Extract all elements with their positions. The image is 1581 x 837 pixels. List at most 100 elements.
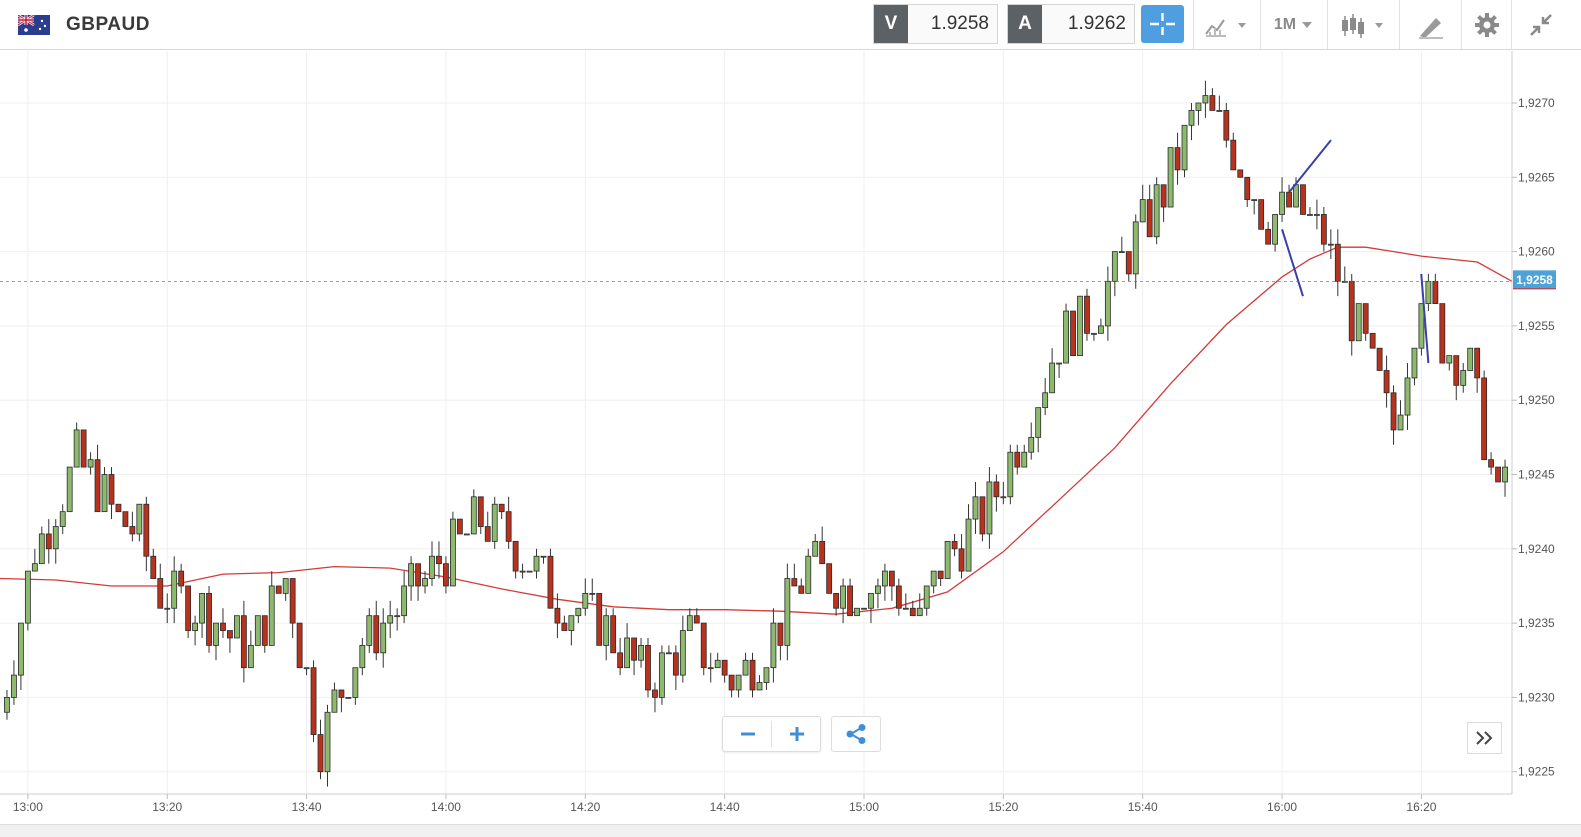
bullish-candle <box>38 526 45 565</box>
candle-body <box>721 659 728 676</box>
bullish-candle <box>916 593 923 617</box>
bearish-candle <box>1474 347 1481 393</box>
y-axis: 1,9225 1,9230 1,9235 1,9240 1,9245 1,9250 1,92… <box>1511 51 1555 794</box>
candle-body <box>1209 95 1216 111</box>
bearish-candle <box>512 540 519 579</box>
bullish-candle <box>589 578 596 601</box>
candle-body <box>436 555 442 565</box>
candle-body <box>213 622 219 646</box>
crosshair-button[interactable] <box>1141 5 1184 43</box>
candle-body <box>1167 147 1174 208</box>
candle-body <box>1049 362 1056 394</box>
candle-body <box>770 622 777 669</box>
bearish-candle <box>554 593 561 638</box>
current-price-tag-layer: 1,9258 <box>0 270 1556 290</box>
share-button[interactable] <box>831 716 881 752</box>
bearish-candle <box>1362 303 1369 341</box>
bearish-candle <box>240 600 247 683</box>
candle-body <box>847 585 853 617</box>
candle-body <box>324 711 331 773</box>
bullish-candle <box>171 556 178 624</box>
bullish-candle <box>11 660 17 705</box>
bullish-candle <box>401 571 408 624</box>
bearish-candle <box>617 637 624 676</box>
bullish-candle <box>519 563 526 579</box>
candle-body <box>1132 221 1139 275</box>
candle-body <box>477 496 484 527</box>
settings-button[interactable] <box>1461 0 1511 49</box>
drawing-tools-button[interactable] <box>1399 0 1461 49</box>
bullish-candle <box>1460 363 1467 393</box>
bullish-candle <box>763 667 770 690</box>
bullish-candle <box>429 541 435 586</box>
bullish-candle <box>345 697 352 699</box>
candle-body <box>498 503 505 513</box>
bullish-candle <box>923 585 930 616</box>
candle-body <box>707 667 714 670</box>
candle-body <box>275 585 282 594</box>
candle-body <box>833 592 840 609</box>
scroll-to-latest-button[interactable] <box>1467 722 1502 754</box>
bullish-candle <box>470 489 477 535</box>
candle-body <box>1244 176 1251 200</box>
bullish-candle <box>1446 355 1453 371</box>
candle-body <box>1404 377 1411 416</box>
plus-icon <box>789 727 804 741</box>
bullish-candle <box>603 608 610 661</box>
bullish-candle <box>624 623 631 669</box>
chart-type-button[interactable] <box>1327 0 1399 49</box>
bullish-candle <box>1132 214 1139 289</box>
buy-price: 1.9262 <box>1067 13 1126 34</box>
candle-body <box>916 607 923 617</box>
x-tick-label: 14:00 <box>431 800 461 814</box>
price-chart[interactable]: 1,9225 1,9230 1,9235 1,9240 1,9245 1,9250 1,92… <box>0 51 1581 823</box>
y-tick-label: 1,9240 <box>1518 542 1555 556</box>
candle-body <box>17 622 24 676</box>
bearish-candle <box>951 533 958 557</box>
candle-body <box>38 533 45 565</box>
symbol-title: GBPAUD <box>66 14 150 35</box>
candle-body <box>909 607 916 617</box>
bearish-candle <box>1432 273 1439 305</box>
candle-body <box>1007 451 1014 498</box>
bearish-candle <box>1320 207 1327 252</box>
bullish-candle <box>254 615 261 646</box>
candle-body <box>972 496 979 520</box>
bullish-candle <box>1118 236 1125 254</box>
candle-body <box>1021 451 1028 468</box>
bearish-candle <box>1439 303 1446 364</box>
candle-body <box>73 429 80 468</box>
candle-body <box>387 615 394 624</box>
bearish-candle <box>547 548 554 609</box>
collapse-button[interactable] <box>1511 0 1569 49</box>
bearish-candle <box>206 585 212 653</box>
buy-price-box[interactable]: A 1.9262 <box>1007 4 1135 44</box>
zoom-out-button[interactable] <box>723 717 772 751</box>
candle-body <box>645 645 651 691</box>
bearish-candle <box>150 548 157 579</box>
collapse-icon <box>1529 13 1552 36</box>
candle-body <box>979 496 986 535</box>
sell-price-box[interactable]: V 1.9258 <box>873 4 998 44</box>
candle-body <box>1432 280 1439 305</box>
candle-body <box>254 615 261 646</box>
candle-body <box>192 622 199 631</box>
timeframe-dropdown[interactable]: 1M <box>1260 0 1327 49</box>
bearish-candle <box>129 511 136 542</box>
x-tick-label: 15:40 <box>1128 800 1158 814</box>
bullish-candle <box>192 615 199 646</box>
gear-icon <box>1474 12 1499 37</box>
bearish-candle <box>1209 88 1216 111</box>
candle-body <box>150 555 157 579</box>
candle-body <box>261 615 268 646</box>
indicators-button[interactable] <box>1193 0 1260 49</box>
candle-body <box>1230 139 1237 171</box>
bullish-candle <box>1077 295 1083 357</box>
candle-body <box>798 585 805 594</box>
candle-body <box>1279 191 1285 215</box>
zoom-controls <box>722 716 821 752</box>
trend-lines-layer <box>1281 139 1430 364</box>
candle-body <box>589 592 596 595</box>
zoom-in-button[interactable] <box>772 717 821 751</box>
bearish-candle <box>561 615 568 631</box>
